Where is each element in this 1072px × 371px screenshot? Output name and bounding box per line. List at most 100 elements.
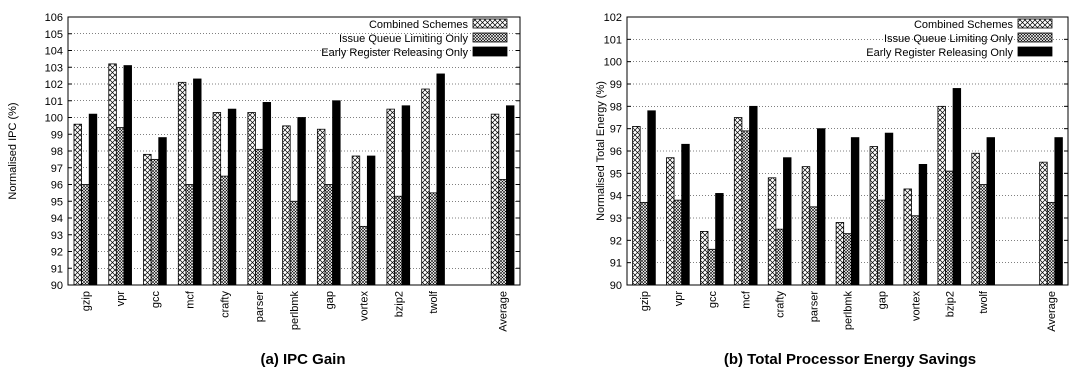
bar-mcf-2 [749,105,758,286]
x-category-label: crafty [775,291,787,318]
bar-twolf-0 [971,152,980,286]
y-tick-label: 93 [610,213,622,225]
bar-gcc-0 [700,230,709,286]
y-tick-label: 97 [610,124,622,136]
bar-crafty-1 [775,228,784,286]
bar-mcf-1 [185,184,194,286]
bar-parser-0 [247,112,256,286]
bar-crafty-0 [767,177,777,286]
bar-gcc-2 [158,137,167,286]
bar-perlbmk-1 [843,233,852,286]
bar-twolf-1 [428,192,438,286]
x-category-label: gap [876,291,888,309]
bar-crafty-0 [212,112,222,286]
bar-vpr-1 [115,127,125,286]
x-category-label: gzip [639,291,651,311]
x-category-label: Average [498,291,510,332]
y-tick-label: 95 [610,168,622,180]
x-category-label: vpr [115,291,127,307]
y-tick-label: 106 [45,12,63,24]
bar-mcf-0 [733,117,743,286]
x-category-label: vortex [910,291,922,321]
x-category-label: perlbmk [843,291,855,331]
bar-bzip2-1 [945,170,954,286]
y-tick-label: 96 [51,180,63,192]
y-tick-label: 96 [610,146,622,158]
legend-swatch [472,46,508,57]
legend-swatch [472,18,508,29]
x-category-label: Average [1046,291,1058,332]
y-tick-label: 98 [51,146,63,158]
bar-gap-0 [869,146,879,286]
y-tick-label: 90 [610,280,622,292]
x-category-label: vpr [673,291,685,307]
bar-vortex-1 [359,225,368,286]
chart-caption: (a) IPC Gain [260,351,345,368]
x-category-label: gcc [707,291,719,309]
y-axis-label: Normalised IPC (%) [7,102,19,199]
x-category-label: bzip2 [393,291,405,317]
bar-Average-1 [1046,201,1056,286]
bar-gzip-0 [73,123,82,286]
bar-bzip2-1 [394,195,403,286]
bar-mcf-2 [193,78,202,286]
y-tick-label: 101 [604,34,622,46]
bar-parser-0 [801,166,811,286]
legend-swatch [1017,46,1053,57]
chart-panel-energy: 90 91 92 93 94 95 96 97 98 99 100 101 102 gzip vpr gcc m… [595,12,1069,368]
legend-label: Early Register Releasing Only [866,47,1013,59]
bar-gzip-1 [639,201,649,286]
y-tick-label: 91 [610,258,622,270]
legend-label: Early Register Releasing Only [321,47,468,59]
bar-bzip2-2 [952,88,962,286]
y-tick-label: 91 [51,263,63,275]
bar-gcc-1 [707,248,717,286]
legend-label: Issue Queue Limiting Only [884,33,1014,45]
y-tick-label: 92 [51,247,63,259]
plot-frame [626,16,1069,286]
bar-gzip-0 [632,126,641,286]
y-tick-label: 90 [51,280,63,292]
y-tick-label: 99 [51,129,63,141]
bar-gcc-1 [150,158,160,286]
y-tick-label: 92 [610,235,622,247]
bar-twolf-1 [978,184,988,286]
bar-vortex-2 [366,155,376,286]
y-tick-label: 100 [45,113,63,125]
bar-Average-0 [1039,161,1048,286]
plot-frame [67,16,521,286]
legend-swatch [1017,18,1053,29]
bar-crafty-1 [220,175,229,286]
bar-vortex-1 [911,215,920,286]
bar-vpr-0 [666,157,675,286]
bar-Average-2 [1054,137,1063,286]
bar-perlbmk-0 [835,222,845,286]
y-tick-label: 104 [45,46,63,58]
bar-Average-0 [490,113,500,286]
legend-swatch [1017,32,1053,43]
x-category-label: gcc [150,291,162,309]
bar-parser-2 [816,128,826,286]
x-category-label: vortex [359,291,371,321]
bar-gzip-2 [88,113,98,286]
bar-vpr-2 [681,143,690,286]
y-tick-label: 95 [51,196,63,208]
legend-swatch [472,32,508,43]
x-category-label: twolf [978,290,990,314]
bar-gap-2 [332,100,341,286]
bar-crafty-2 [783,157,792,286]
bar-crafty-2 [227,108,237,286]
x-category-label: mcf [185,290,197,309]
x-category-label: parser [254,291,266,323]
y-tick-label: 99 [610,79,622,91]
y-tick-label: 102 [45,79,63,91]
bar-vortex-0 [351,155,361,286]
bar-Average-2 [506,105,515,286]
bar-perlbmk-2 [297,117,306,286]
y-tick-label: 97 [51,163,63,175]
legend-label: Combined Schemes [914,19,1014,31]
bar-perlbmk-1 [289,200,299,286]
legend-label: Combined Schemes [369,19,469,31]
